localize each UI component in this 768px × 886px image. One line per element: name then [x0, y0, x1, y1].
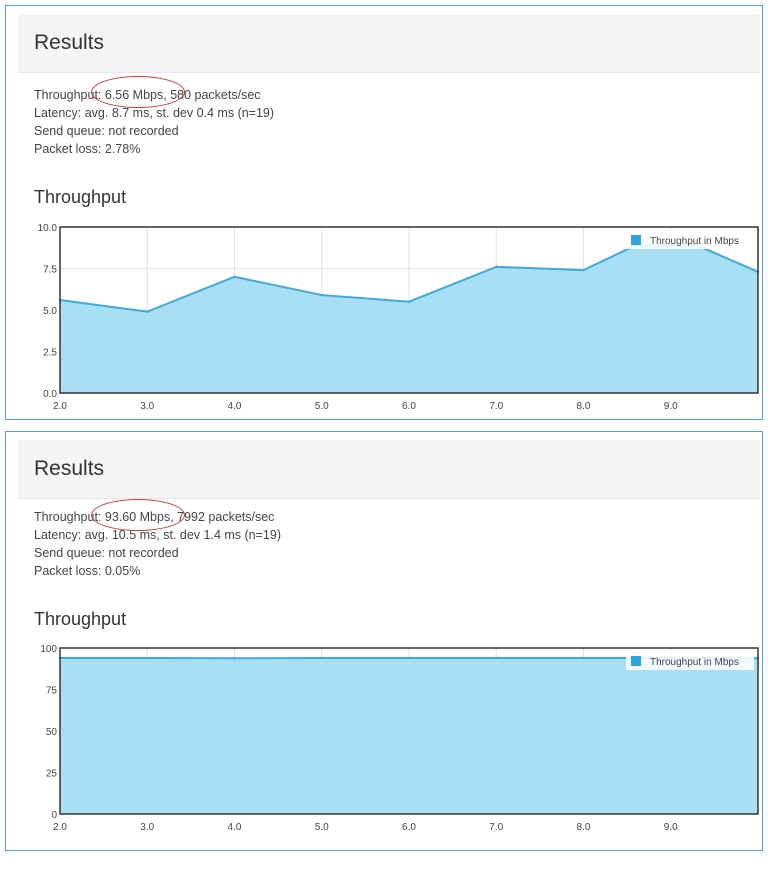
data-point — [407, 656, 411, 660]
panel-title: Results — [34, 457, 105, 480]
data-point — [495, 265, 498, 269]
y-tick-label: 10.0 — [38, 223, 58, 234]
x-tick-label: 2.0 — [53, 822, 67, 833]
series-area — [60, 657, 758, 814]
legend: Throughput in Mbps — [626, 652, 754, 670]
x-tick-label: 4.0 — [228, 822, 242, 833]
data-point — [233, 657, 236, 660]
plot-frame — [59, 647, 759, 815]
data-point — [320, 656, 323, 660]
y-tick-label: 75 — [46, 686, 58, 697]
annotation-circle — [91, 76, 185, 108]
data-point — [146, 656, 149, 660]
latency-stat: Latency: avg. 10.5 ms, st. dev 1.4 ms (n… — [34, 528, 281, 542]
y-tick-label: 7.5 — [43, 265, 57, 276]
throughput-chart-1: 2.0 3.0 4.0 5.0 6.0 7.0 8.0 9.0 0.0 2.5 5.0 7.5 10.0… — [38, 223, 760, 412]
y-tick-label: 25 — [46, 769, 58, 780]
data-point — [320, 293, 323, 297]
chart-title: Throughput — [34, 187, 127, 207]
x-tick-label: 4.0 — [228, 401, 242, 412]
panel-title: Results — [34, 31, 105, 54]
y-tick-label: 50 — [46, 727, 58, 738]
x-tick-label: 6.0 — [402, 401, 416, 412]
data-point — [582, 268, 585, 272]
chart-title: Throughput — [34, 609, 127, 629]
y-tick-label: 2.5 — [43, 348, 57, 359]
series-area — [60, 245, 758, 393]
x-tick-label: 2.0 — [53, 401, 67, 412]
data-point — [407, 300, 411, 303]
legend-swatch — [631, 656, 641, 666]
latency-stat: Latency: avg. 8.7 ms, st. dev 0.4 ms (n=… — [34, 106, 275, 120]
x-tick-label: 3.0 — [140, 401, 154, 412]
x-tick-label: 6.0 — [402, 822, 416, 833]
legend-swatch — [631, 235, 641, 245]
x-tick-label: 7.0 — [489, 401, 503, 412]
throughput-chart-2: 2.0 3.0 4.0 5.0 6.0 7.0 8.0 9.0 0 25 50 75 100 Throug… — [40, 644, 760, 833]
stats-block: Throughput: 6.56 Mbps, 580 packets/sec L… — [34, 86, 274, 158]
send-queue-stat: Send queue: not recorded — [34, 546, 179, 560]
results-panel-1: Results Throughput: 6.56 Mbps, 580 packe… — [5, 5, 763, 420]
data-point — [495, 656, 498, 660]
results-panel-2: Results Throughput: 93.60 Mbps, 7992 pac… — [5, 431, 763, 851]
x-tick-label: 8.0 — [577, 401, 591, 412]
legend-background — [626, 652, 754, 670]
panel-header: Results — [18, 440, 760, 499]
y-tick-label: 100 — [40, 644, 57, 655]
x-tick-label: 7.0 — [489, 822, 503, 833]
x-tick-label: 8.0 — [577, 822, 591, 833]
annotation-circle — [91, 499, 185, 531]
legend-label: Throughput in Mbps — [650, 657, 739, 668]
packet-loss-stat: Packet loss: 2.78% — [34, 142, 141, 156]
y-tick-label: 0.0 — [43, 389, 57, 400]
legend-background — [626, 231, 754, 249]
packet-loss-stat: Packet loss: 0.05% — [34, 564, 141, 578]
x-tick-label: 9.0 — [664, 822, 678, 833]
data-point — [233, 275, 236, 278]
panel-header: Results — [18, 14, 760, 73]
data-point — [582, 656, 585, 660]
data-point — [146, 310, 149, 313]
y-tick-label: 5.0 — [43, 306, 57, 317]
plot-frame — [59, 226, 759, 394]
x-tick-label: 9.0 — [664, 401, 678, 412]
x-tick-label: 5.0 — [315, 822, 329, 833]
x-tick-label: 3.0 — [140, 822, 154, 833]
send-queue-stat: Send queue: not recorded — [34, 124, 179, 138]
legend: Throughput in Mbps — [626, 231, 754, 249]
y-tick-label: 0 — [51, 810, 57, 821]
x-tick-label: 5.0 — [315, 401, 329, 412]
legend-label: Throughput in Mbps — [650, 236, 739, 247]
